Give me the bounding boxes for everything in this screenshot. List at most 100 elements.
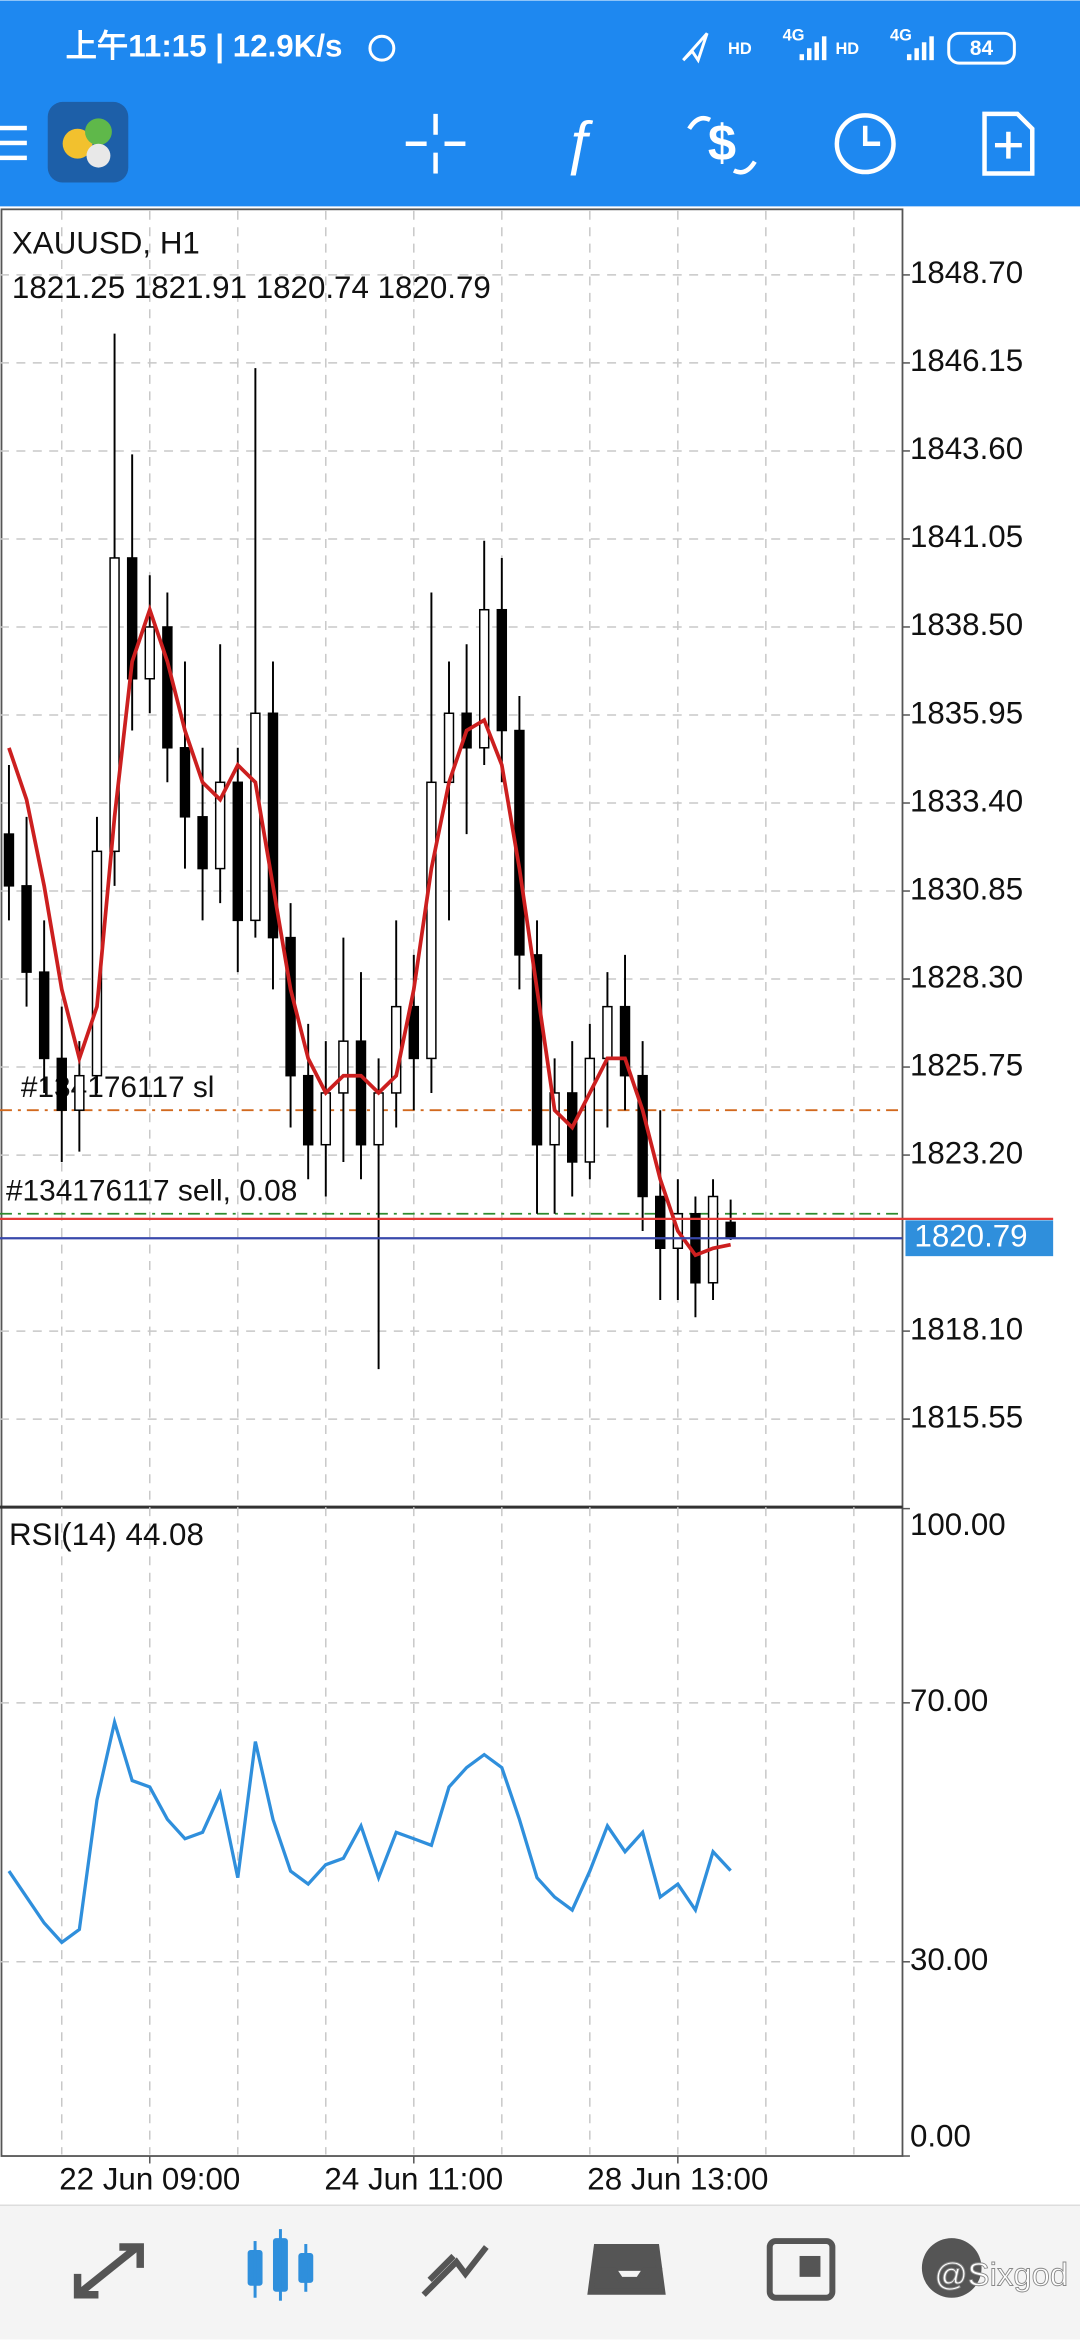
candle-body xyxy=(109,557,120,853)
app-header xyxy=(0,0,1080,207)
candle-body xyxy=(250,712,261,922)
quotes-tab[interactable] xyxy=(73,2243,144,2299)
candle-body xyxy=(74,1074,85,1111)
news-icon-part xyxy=(799,2255,821,2277)
candle-body xyxy=(56,1057,67,1111)
candle-body xyxy=(232,781,243,922)
rsi-line xyxy=(7,1715,732,1945)
template-button[interactable] xyxy=(982,111,1035,176)
candle-body xyxy=(3,833,15,887)
dollar-icon: $ xyxy=(708,114,736,171)
signal-bar xyxy=(799,54,805,61)
signal-bar xyxy=(914,48,919,61)
network-label: HD xyxy=(728,40,752,58)
chart-title: XAUUSD, H1 xyxy=(12,225,200,260)
candle-body xyxy=(179,747,191,818)
candle-body xyxy=(426,781,437,1060)
signal-bar xyxy=(906,54,912,61)
signal-bar xyxy=(929,36,934,61)
menu-bar xyxy=(0,140,27,146)
moving-average xyxy=(7,603,732,1258)
y-tick-label: 1843.60 xyxy=(910,431,1023,466)
location-icon xyxy=(682,32,709,64)
candle-body xyxy=(197,816,208,870)
candle-body xyxy=(38,971,50,1060)
candle-body xyxy=(619,1005,631,1077)
candle-body xyxy=(655,1195,666,1250)
trade-tab[interactable] xyxy=(421,2245,489,2297)
y-tick-label: 1830.85 xyxy=(910,871,1023,906)
y-tick-label: 1825.75 xyxy=(910,1047,1023,1082)
order-label: #134176117 sl xyxy=(21,1071,215,1104)
ohlc-readout: 1821.25 1821.91 1820.74 1820.79 xyxy=(12,270,491,305)
alarm-icon xyxy=(368,34,396,62)
candle-body xyxy=(267,712,279,939)
y-tick-label: 1833.40 xyxy=(910,783,1023,818)
ohlc-value: 1821.91 xyxy=(134,270,247,305)
messages-tab[interactable] xyxy=(921,2238,982,2298)
candle-body xyxy=(478,608,490,749)
y-tick-label: 1848.70 xyxy=(910,255,1023,290)
logo-part xyxy=(85,118,112,146)
arrows-icon xyxy=(687,115,757,175)
ohlc-value: 1821.25 xyxy=(12,270,125,305)
candle-body xyxy=(338,1040,349,1094)
menu-bar xyxy=(0,155,27,161)
indicators-button[interactable]: ƒ xyxy=(562,108,595,175)
candle-body xyxy=(637,1074,648,1198)
watermark: @Sixgod xyxy=(934,2256,1068,2293)
bid-price-label: 1820.79 xyxy=(914,1219,1027,1254)
rsi-name: RSI(14) xyxy=(9,1517,117,1552)
rsi-value: 44.08 xyxy=(126,1517,204,1552)
crosshair-button[interactable] xyxy=(405,113,466,174)
candle-body xyxy=(584,1057,596,1163)
signal-bar xyxy=(814,42,819,61)
candle-body xyxy=(408,1005,420,1060)
candle-body xyxy=(144,626,155,680)
candle-body xyxy=(725,1221,736,1239)
candle-body xyxy=(21,885,32,973)
battery-icon xyxy=(947,31,1016,65)
y-tick-label: 1835.95 xyxy=(910,695,1023,730)
network-indicators: HD 4G HD 4G xyxy=(728,27,934,61)
y-tick-label: 0.00 xyxy=(910,2118,971,2153)
rsi-title: RSI(14) 44.08 xyxy=(9,1517,204,1552)
candle-body xyxy=(302,1074,314,1146)
y-tick-label: 1818.10 xyxy=(910,1311,1023,1346)
menu-bar xyxy=(0,125,27,131)
ohlc-value: 1820.74 xyxy=(256,270,369,305)
x-tick-label: 28 Jun 13:00 xyxy=(587,2162,768,2197)
y-tick-label: 1815.55 xyxy=(910,1399,1023,1434)
period-button[interactable] xyxy=(834,113,896,175)
y-tick-label: 1841.05 xyxy=(910,519,1023,554)
y-tick-label: 1838.50 xyxy=(910,607,1023,642)
history-tab[interactable] xyxy=(587,2244,666,2295)
y-tick-label: 1823.20 xyxy=(910,1135,1023,1170)
bottom-nav xyxy=(0,2205,1080,2340)
signal-bar xyxy=(921,42,927,61)
trade-button[interactable]: $ xyxy=(687,114,757,175)
battery-level: 84 xyxy=(970,37,994,60)
y-tick-label: 70.00 xyxy=(910,1683,988,1718)
candle-body xyxy=(531,954,543,1146)
network-label: HD xyxy=(835,40,859,58)
signal-bar xyxy=(807,48,812,61)
candle-body xyxy=(602,1005,613,1060)
bid-price-box xyxy=(905,1220,1054,1257)
plot: #134176117 sl #134176117 sell, 0.08 xyxy=(0,333,1054,1945)
candle-body xyxy=(214,781,226,870)
candle-body xyxy=(496,608,508,732)
candle-body xyxy=(549,1092,560,1146)
network-label: 4G xyxy=(890,27,912,45)
chart-tab[interactable] xyxy=(247,2229,314,2301)
order-label: #134176117 sell, 0.08 xyxy=(6,1175,297,1208)
candle-body xyxy=(162,626,173,749)
y-tick-label: 1846.15 xyxy=(910,343,1023,378)
signal-bar xyxy=(821,36,827,61)
menu-button[interactable] xyxy=(0,125,27,161)
news-tab[interactable] xyxy=(766,2238,836,2301)
status-time: 上午11:15 | 12.9K/s xyxy=(66,29,343,64)
candle-body xyxy=(126,557,138,680)
